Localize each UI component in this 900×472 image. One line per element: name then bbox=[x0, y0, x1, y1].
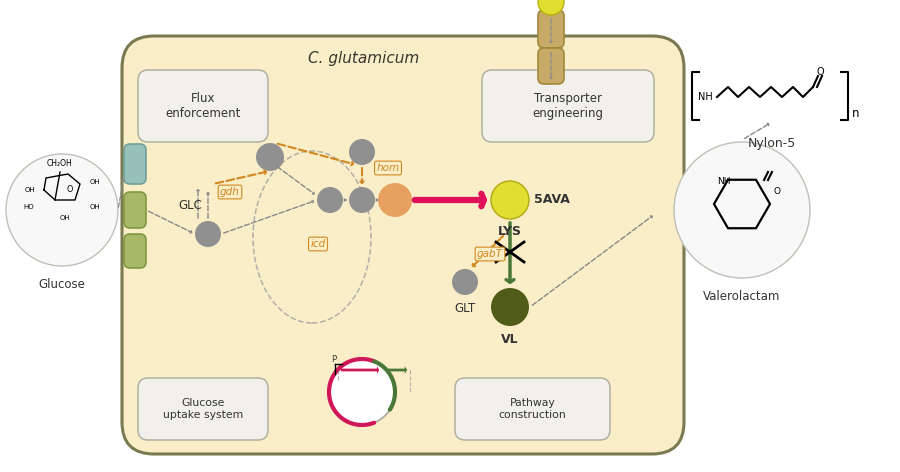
Text: Transporter
engineering: Transporter engineering bbox=[533, 92, 604, 120]
Text: Flux
enforcement: Flux enforcement bbox=[166, 92, 240, 120]
Text: gabT: gabT bbox=[477, 249, 503, 259]
Text: Nylon-5: Nylon-5 bbox=[748, 137, 796, 151]
FancyBboxPatch shape bbox=[122, 36, 684, 454]
Text: Pathway
construction: Pathway construction bbox=[499, 398, 566, 420]
Text: P: P bbox=[331, 355, 337, 364]
Text: Valerolactam: Valerolactam bbox=[703, 290, 780, 303]
Text: n: n bbox=[852, 107, 860, 120]
Text: 5AVA: 5AVA bbox=[534, 194, 570, 206]
Text: hom: hom bbox=[376, 163, 400, 173]
Text: GLC: GLC bbox=[178, 199, 202, 212]
Circle shape bbox=[6, 154, 118, 266]
Text: LYS: LYS bbox=[498, 226, 522, 238]
Circle shape bbox=[256, 143, 284, 171]
Text: OH: OH bbox=[59, 215, 70, 221]
Circle shape bbox=[538, 0, 564, 15]
FancyBboxPatch shape bbox=[538, 10, 564, 48]
Text: HO: HO bbox=[23, 204, 34, 210]
Text: NH: NH bbox=[698, 92, 713, 102]
Text: CH₂OH: CH₂OH bbox=[47, 160, 72, 169]
FancyBboxPatch shape bbox=[455, 378, 610, 440]
Text: O: O bbox=[773, 187, 780, 196]
Text: O: O bbox=[816, 67, 824, 77]
Circle shape bbox=[491, 181, 529, 219]
Text: GLT: GLT bbox=[454, 302, 475, 315]
FancyBboxPatch shape bbox=[482, 70, 654, 142]
Circle shape bbox=[378, 183, 412, 217]
Circle shape bbox=[674, 142, 810, 278]
FancyBboxPatch shape bbox=[124, 144, 146, 184]
Text: C. glutamicum: C. glutamicum bbox=[308, 51, 419, 66]
Text: Glucose
uptake system: Glucose uptake system bbox=[163, 398, 243, 420]
FancyBboxPatch shape bbox=[138, 70, 268, 142]
FancyBboxPatch shape bbox=[124, 234, 146, 268]
FancyBboxPatch shape bbox=[138, 378, 268, 440]
FancyBboxPatch shape bbox=[124, 192, 146, 228]
Circle shape bbox=[317, 187, 343, 213]
Text: VL: VL bbox=[501, 333, 518, 346]
Text: O: O bbox=[67, 185, 73, 194]
FancyBboxPatch shape bbox=[538, 48, 564, 84]
Text: gdh: gdh bbox=[220, 187, 240, 197]
Circle shape bbox=[349, 139, 375, 165]
Circle shape bbox=[452, 269, 478, 295]
Text: NH: NH bbox=[717, 177, 731, 186]
Text: OH: OH bbox=[90, 179, 101, 185]
Text: OH: OH bbox=[90, 204, 101, 210]
Circle shape bbox=[349, 187, 375, 213]
Text: icd: icd bbox=[310, 239, 326, 249]
Circle shape bbox=[195, 221, 221, 247]
Circle shape bbox=[491, 288, 529, 326]
Text: Glucose: Glucose bbox=[39, 278, 86, 291]
Circle shape bbox=[329, 359, 395, 425]
Text: OH: OH bbox=[24, 187, 35, 193]
